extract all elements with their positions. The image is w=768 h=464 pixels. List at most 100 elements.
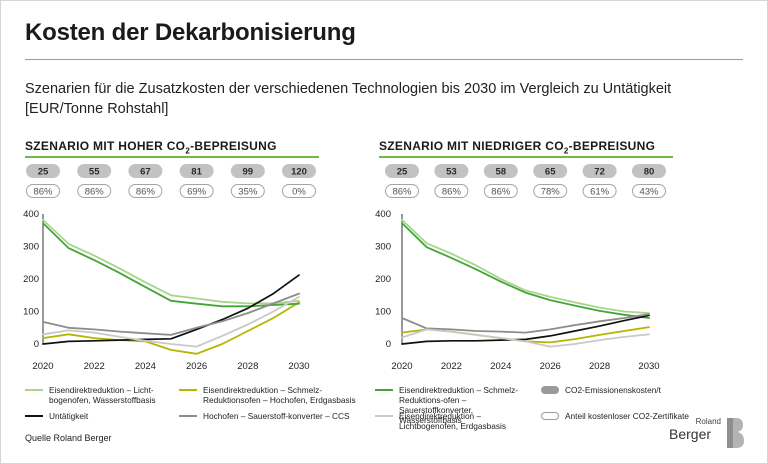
series-line (42, 301, 300, 355)
panel-title-high-sub: 2 (185, 146, 191, 156)
series-line (401, 218, 650, 315)
co2-cost-label: 53 (446, 167, 457, 178)
y-tick-label: 300 (375, 242, 391, 253)
co2-cost-pill (26, 164, 60, 178)
series-line (401, 313, 650, 334)
panel-title-low-suffix: -BEPREISUNG (568, 139, 656, 153)
y-tick-label: 400 (23, 209, 39, 220)
legend-line-swatch (375, 415, 393, 417)
co2-cost-pill (128, 164, 163, 178)
series-line (42, 222, 300, 308)
free-certificate-label: 69% (187, 187, 207, 198)
legend-label: Eisendirektreduktion – Schmelz-Reduktion… (203, 385, 356, 405)
panel-title-low-prefix: SZENARIO MIT NIEDRIGER CO (379, 139, 564, 153)
legend-item: Eisendirektreduktion – Schmelz-Reduktion… (179, 385, 359, 405)
legend-pill-swatch (541, 386, 559, 394)
legend-item: CO2-Emissionenskosten/t (541, 385, 721, 395)
chart-panel-1: 0 100 200 300 400 2020 2022 2024 2026 2028 2030 25 5… (23, 164, 316, 372)
panel-title-low: SZENARIO MIT NIEDRIGER CO2-BEPREISUNG (379, 139, 655, 155)
series-line (42, 295, 300, 348)
legend-line-swatch (179, 389, 197, 391)
legend-label: Eisendirektreduktion – Schmelz-Reduktion… (399, 385, 518, 425)
y-tick-label: 200 (375, 274, 391, 285)
free-certificate-pill (26, 184, 60, 198)
co2-cost-pill (632, 164, 666, 178)
y-tick-label: 300 (23, 242, 39, 253)
title-divider (25, 59, 743, 60)
legend-line-swatch (25, 415, 43, 417)
co2-cost-label: 120 (291, 167, 307, 178)
x-tick-label: 2020 (391, 361, 412, 372)
logo-roland-text: Roland (695, 417, 721, 426)
free-certificate-label: 61% (590, 187, 610, 198)
logo-b-mark-icon (727, 418, 744, 448)
x-tick-label: 2030 (288, 361, 309, 372)
y-tick-label: 400 (375, 209, 391, 220)
co2-cost-pill (230, 164, 265, 178)
legend-pill-outline-swatch (541, 412, 559, 420)
x-tick-label: 2028 (589, 361, 610, 372)
legend-line-swatch (375, 389, 393, 391)
x-tick-label: 2022 (84, 361, 105, 372)
panel-title-high: SZENARIO MIT HOHER CO2-BEPREISUNG (25, 139, 277, 155)
series-line (401, 314, 650, 345)
x-tick-label: 2024 (490, 361, 511, 372)
free-certificate-pill (282, 184, 316, 198)
roland-berger-logo: Roland Berger (669, 417, 745, 451)
legend-label: CO2-Emissionenskosten/t (565, 385, 661, 395)
free-certificate-label: 86% (491, 187, 511, 198)
legend-item: Eisendirektreduktion – Schmelz-Reduktion… (375, 385, 535, 425)
free-certificate-pill (533, 184, 568, 198)
co2-cost-label: 99 (243, 167, 254, 178)
co2-cost-pill (282, 164, 316, 178)
source-note: Quelle Roland Berger (25, 433, 112, 443)
legend-item: Eisendirektreduktion – Lichtbogenofen, E… (375, 411, 535, 431)
legend-label: Anteil kostenloser CO2-Zertifikate (565, 411, 690, 421)
legend-label: Eisendirektreduktion – Lichtbogenofen, E… (399, 411, 507, 431)
free-certificate-label: 0% (292, 187, 306, 198)
x-tick-label: 2020 (32, 361, 53, 372)
y-tick-label: 100 (23, 307, 39, 318)
legend-label: Untätigkeit (49, 411, 89, 421)
series-line (42, 274, 300, 345)
y-tick-label: 200 (23, 274, 39, 285)
co2-cost-label: 25 (397, 167, 408, 178)
free-certificate-label: 86% (442, 187, 462, 198)
free-certificate-label: 86% (136, 187, 156, 198)
x-tick-label: 2026 (186, 361, 207, 372)
free-certificate-pill (230, 184, 265, 198)
free-certificate-pill (128, 184, 163, 198)
free-certificate-pill (385, 184, 419, 198)
x-tick-label: 2030 (638, 361, 659, 372)
legend-label: Hochofen – Sauerstoff-konverter – CCS (203, 411, 350, 421)
x-tick-label: 2024 (135, 361, 156, 372)
panel-divider-high (25, 156, 319, 158)
x-tick-label: 2028 (237, 361, 258, 372)
x-tick-label: 2026 (540, 361, 561, 372)
co2-cost-label: 55 (89, 167, 100, 178)
y-tick-label: 100 (375, 307, 391, 318)
co2-cost-label: 65 (545, 167, 556, 178)
co2-cost-pill (385, 164, 419, 178)
panel-title-low-sub: 2 (563, 146, 569, 156)
co2-cost-pill (483, 164, 518, 178)
co2-cost-label: 81 (191, 167, 202, 178)
free-certificate-label: 43% (639, 187, 659, 198)
series-line (401, 222, 650, 319)
co2-cost-pill (77, 164, 112, 178)
co2-cost-label: 25 (38, 167, 49, 178)
series-line (42, 218, 300, 305)
y-tick-label: 0 (386, 339, 391, 350)
series-line (401, 328, 650, 348)
co2-cost-pill (434, 164, 469, 178)
free-certificate-pill (582, 184, 617, 198)
legend-item: Hochofen – Sauerstoff-konverter – CCS (179, 411, 359, 421)
legend-item: Eisendirektreduktion – Licht-bogenofen, … (25, 385, 165, 405)
co2-cost-label: 67 (140, 167, 151, 178)
free-certificate-pill (483, 184, 518, 198)
free-certificate-pill (77, 184, 112, 198)
y-tick-label: 0 (34, 339, 39, 350)
chart-panel-2: 0 100 200 300 400 2020 2022 2024 2026 2028 2030 25 5… (375, 164, 666, 372)
